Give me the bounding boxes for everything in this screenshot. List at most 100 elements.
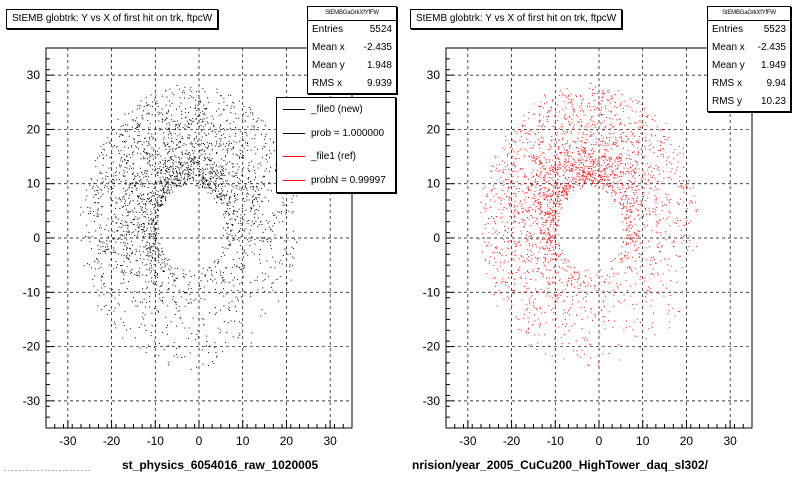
data-point [582, 337, 584, 339]
data-point [549, 193, 551, 195]
data-point [130, 184, 132, 186]
data-point [199, 171, 201, 173]
data-point [131, 209, 133, 211]
data-point [657, 155, 659, 157]
data-point [560, 294, 562, 296]
data-point [607, 90, 609, 92]
data-point [611, 95, 613, 97]
data-point [553, 203, 555, 205]
data-point [623, 173, 624, 175]
data-point [217, 327, 219, 329]
data-point [112, 161, 114, 163]
data-point [567, 296, 569, 298]
data-point [616, 156, 617, 158]
data-point [200, 139, 202, 141]
data-point [231, 129, 233, 131]
data-point [651, 135, 653, 137]
data-point [211, 191, 213, 193]
data-point [640, 147, 642, 149]
data-point [238, 117, 240, 119]
data-point [644, 200, 646, 202]
data-point [218, 193, 220, 195]
data-point [640, 242, 642, 244]
data-point [152, 137, 154, 139]
data-point [583, 178, 585, 180]
data-point [200, 280, 202, 282]
data-point [165, 179, 167, 181]
data-point [95, 202, 96, 203]
data-point [80, 206, 82, 208]
data-point [571, 303, 573, 305]
data-point [190, 288, 192, 289]
data-point [600, 114, 602, 116]
data-point [200, 118, 202, 120]
data-point [540, 189, 541, 191]
data-point [205, 164, 207, 166]
data-point [166, 123, 168, 125]
data-point [94, 194, 96, 196]
data-point [258, 197, 260, 199]
data-point [620, 197, 622, 199]
data-point [160, 264, 162, 266]
y-tick-label: 20 [427, 122, 441, 136]
data-point [241, 188, 243, 189]
data-point [190, 368, 192, 370]
data-point [160, 172, 162, 174]
data-point [274, 223, 275, 224]
data-point [555, 225, 557, 227]
data-point [511, 254, 513, 256]
data-point [615, 113, 617, 115]
data-point [540, 206, 541, 208]
data-point [604, 154, 606, 156]
data-point [528, 236, 530, 238]
data-point [548, 277, 550, 279]
data-point [551, 240, 553, 242]
data-point [620, 159, 622, 161]
data-point [242, 249, 244, 251]
data-point [125, 233, 127, 235]
data-point [179, 310, 181, 312]
data-point [220, 177, 221, 179]
data-point [150, 196, 152, 198]
data-point [655, 202, 657, 204]
data-point [517, 129, 519, 131]
data-point [175, 178, 177, 179]
data-point [574, 323, 576, 325]
data-point [180, 296, 182, 298]
data-point [551, 236, 553, 238]
data-point [643, 214, 644, 216]
data-point [553, 214, 555, 216]
data-point [171, 114, 173, 116]
data-point [173, 279, 175, 281]
data-point [160, 169, 162, 171]
data-point [127, 129, 129, 131]
data-point [245, 111, 247, 113]
x-tick-label: 0 [596, 434, 603, 448]
data-point [528, 287, 530, 289]
data-point [124, 159, 126, 161]
data-point [604, 281, 606, 283]
data-point [148, 223, 150, 225]
data-point [627, 187, 629, 189]
data-point [225, 267, 227, 269]
data-point [592, 164, 594, 166]
data-point [110, 186, 112, 188]
data-point [565, 326, 567, 327]
data-point [563, 358, 565, 360]
data-point [168, 122, 170, 124]
data-point [129, 129, 130, 131]
data-point [159, 243, 161, 245]
data-point [138, 227, 140, 229]
data-point [518, 268, 520, 270]
data-point [253, 213, 255, 215]
data-point [109, 156, 111, 158]
data-point [180, 163, 182, 164]
data-point [192, 150, 193, 152]
data-point [212, 167, 214, 169]
data-point [238, 321, 240, 323]
data-point [652, 274, 654, 275]
data-point [105, 224, 107, 226]
data-point [575, 162, 577, 164]
data-point [124, 204, 126, 206]
data-point [675, 255, 677, 257]
